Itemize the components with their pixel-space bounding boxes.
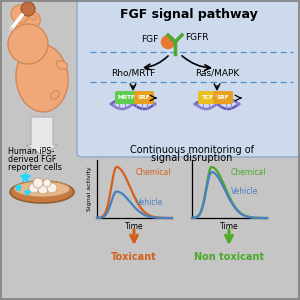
- Text: FGF signal pathway: FGF signal pathway: [120, 8, 258, 21]
- Text: SRF: SRF: [217, 95, 229, 100]
- Text: Ras/MAPK: Ras/MAPK: [195, 69, 239, 78]
- Circle shape: [11, 5, 29, 23]
- Text: Time: Time: [220, 222, 239, 231]
- Ellipse shape: [10, 181, 74, 203]
- Circle shape: [29, 183, 39, 193]
- Text: TCF: TCF: [202, 95, 214, 100]
- Text: FGF: FGF: [141, 35, 158, 44]
- Text: Continuous monitoring of: Continuous monitoring of: [130, 145, 254, 155]
- Text: MRTF: MRTF: [118, 95, 136, 100]
- Text: FGFR: FGFR: [185, 34, 208, 43]
- Text: Toxicant: Toxicant: [111, 252, 157, 262]
- FancyBboxPatch shape: [213, 91, 233, 104]
- Ellipse shape: [16, 44, 68, 112]
- Text: signal disruption: signal disruption: [151, 153, 233, 163]
- FancyBboxPatch shape: [115, 91, 139, 104]
- Text: Vehicle: Vehicle: [231, 188, 258, 196]
- FancyBboxPatch shape: [77, 0, 300, 157]
- Ellipse shape: [51, 91, 59, 99]
- Text: Rho/MRTF: Rho/MRTF: [111, 69, 155, 78]
- Text: Human iPS-: Human iPS-: [8, 147, 54, 156]
- Text: Non toxicant: Non toxicant: [194, 252, 264, 262]
- Circle shape: [161, 35, 175, 49]
- Text: Chemical: Chemical: [231, 168, 266, 177]
- Circle shape: [21, 2, 35, 16]
- Text: Vehicle: Vehicle: [136, 198, 164, 207]
- Ellipse shape: [29, 14, 37, 20]
- Ellipse shape: [14, 181, 70, 197]
- Text: Chemical: Chemical: [136, 168, 172, 177]
- Text: Signal activity: Signal activity: [87, 167, 92, 211]
- Text: derived FGF: derived FGF: [8, 155, 56, 164]
- Circle shape: [43, 179, 51, 187]
- FancyBboxPatch shape: [198, 91, 218, 104]
- Text: SRF: SRF: [138, 95, 150, 100]
- Ellipse shape: [56, 61, 68, 69]
- FancyArrow shape: [26, 117, 58, 155]
- Circle shape: [8, 24, 48, 64]
- Circle shape: [38, 184, 48, 194]
- Circle shape: [33, 178, 43, 188]
- Circle shape: [47, 183, 57, 193]
- FancyBboxPatch shape: [134, 91, 154, 104]
- Text: Time: Time: [125, 222, 144, 231]
- Ellipse shape: [16, 11, 40, 33]
- Text: reporter cells: reporter cells: [8, 163, 62, 172]
